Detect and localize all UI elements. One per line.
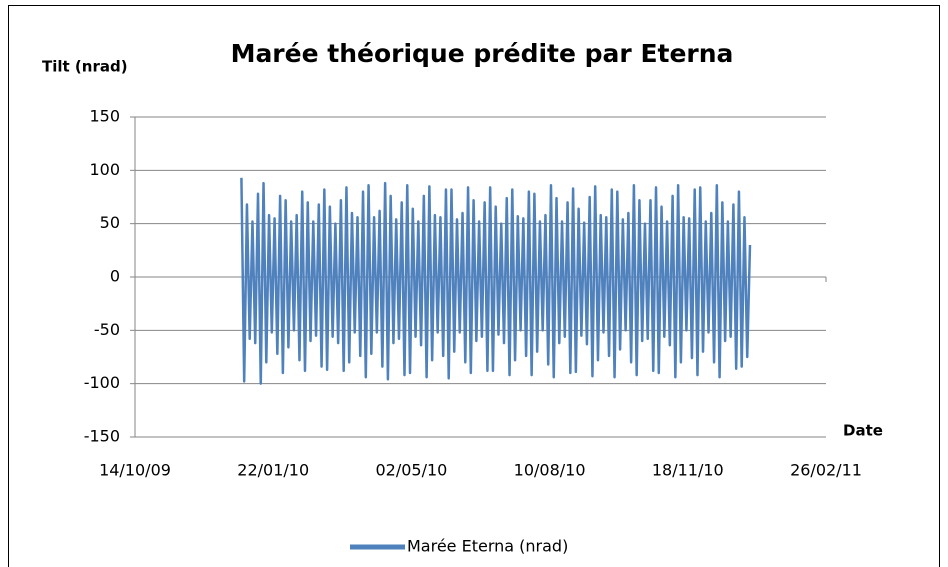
y-tick-label: 100 — [89, 160, 120, 179]
y-tick-label: -100 — [84, 373, 120, 392]
x-tick-label: 22/01/10 — [237, 461, 309, 480]
chart-frame — [8, 5, 940, 567]
y-tick-label: 0 — [110, 267, 120, 286]
y-tick-label: -150 — [84, 427, 120, 446]
x-tick-label: 18/11/10 — [652, 461, 724, 480]
data-line — [240, 177, 752, 385]
y-axis-title: Tilt (nrad) — [42, 58, 128, 76]
x-tick-label: 10/08/10 — [514, 461, 586, 480]
legend-label: Marée Eterna (nrad) — [407, 537, 568, 556]
y-tick-label: 150 — [89, 107, 120, 126]
x-axis-title: Date — [843, 422, 883, 440]
chart-title: Marée théorique prédite par Eterna — [231, 39, 734, 68]
y-tick-label: -50 — [94, 320, 120, 339]
x-tick-label: 26/02/11 — [790, 461, 862, 480]
y-tick-label: 50 — [100, 213, 120, 232]
x-tick-label: 02/05/10 — [375, 461, 447, 480]
x-tick-label: 14/10/09 — [99, 461, 171, 480]
